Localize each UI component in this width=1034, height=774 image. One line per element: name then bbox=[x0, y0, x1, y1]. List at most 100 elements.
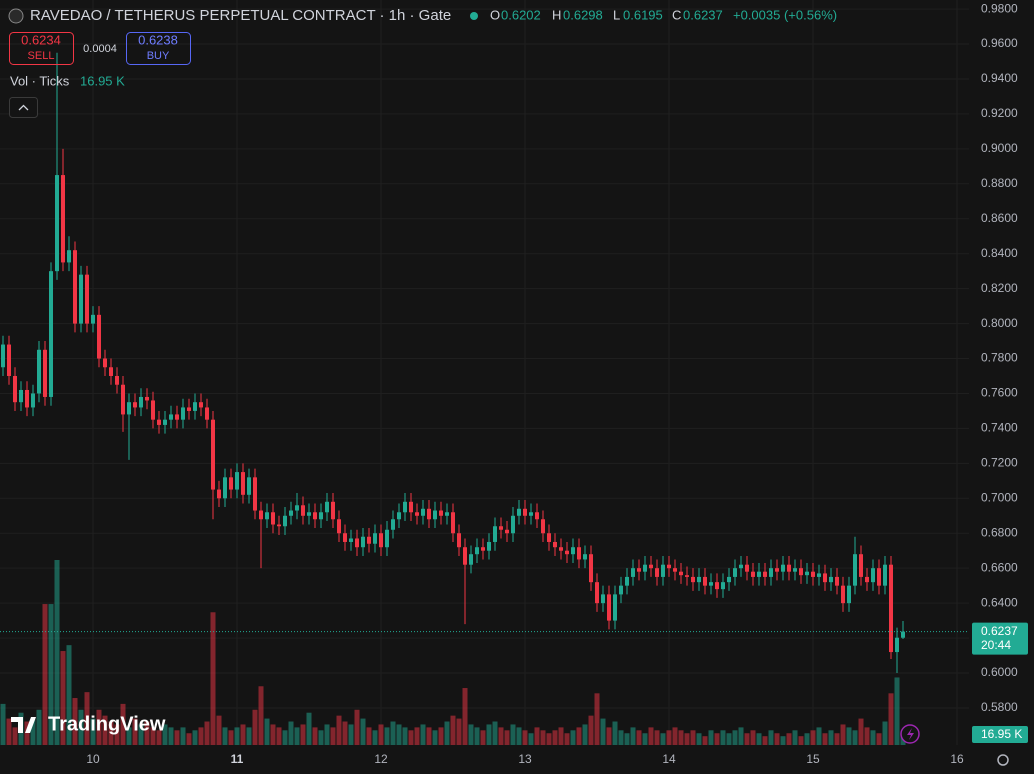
candle-body bbox=[295, 505, 299, 511]
volume-bar bbox=[852, 730, 858, 745]
candle-body bbox=[325, 501, 329, 513]
volume-bar bbox=[726, 733, 732, 745]
o-value: 0.6202 bbox=[501, 7, 541, 22]
volume-bar bbox=[384, 727, 390, 745]
buy-price[interactable]: 0.6238 bbox=[138, 32, 178, 47]
y-tick-label: 0.8200 bbox=[981, 281, 1018, 295]
volume-bar bbox=[426, 727, 432, 745]
candle-body bbox=[577, 547, 581, 560]
volume-bar bbox=[120, 703, 126, 745]
volume-bar bbox=[858, 718, 864, 745]
candle-body bbox=[601, 594, 605, 604]
volume-bar bbox=[798, 736, 804, 745]
y-tick-label: 0.7400 bbox=[981, 421, 1018, 435]
volume-bar bbox=[486, 724, 492, 745]
candle-body bbox=[229, 477, 233, 490]
volume-value: 16.95 K bbox=[80, 73, 125, 88]
volume-bar bbox=[762, 736, 768, 745]
candle-body bbox=[181, 407, 185, 420]
candle-body bbox=[883, 564, 887, 586]
candle-body bbox=[619, 585, 623, 595]
grid bbox=[0, 0, 969, 745]
volume-bar bbox=[216, 715, 222, 745]
candle-body bbox=[307, 512, 311, 516]
volume-bar bbox=[234, 727, 240, 745]
candle-body bbox=[211, 419, 215, 490]
candle-body bbox=[553, 541, 557, 548]
volume-bar bbox=[138, 724, 144, 745]
candle-body bbox=[757, 571, 761, 577]
volume-bar bbox=[30, 718, 36, 745]
y-tick-label: 0.9400 bbox=[981, 71, 1018, 85]
volume-bar bbox=[144, 721, 150, 745]
candle-body bbox=[331, 501, 335, 520]
volume-bar bbox=[252, 709, 258, 745]
volume-bar bbox=[546, 733, 552, 745]
candle-body bbox=[253, 477, 257, 511]
candle-body bbox=[481, 547, 485, 551]
candle-body bbox=[871, 568, 875, 583]
volume-bar bbox=[228, 730, 234, 745]
candle-body bbox=[865, 576, 869, 583]
h-label: H bbox=[552, 7, 561, 22]
volume-bar bbox=[492, 721, 498, 745]
candle-body bbox=[301, 505, 305, 516]
volume-bar bbox=[696, 733, 702, 745]
volume-bar bbox=[390, 721, 396, 745]
candle-body bbox=[259, 510, 263, 520]
volume-bar bbox=[270, 724, 276, 745]
candle-body bbox=[775, 568, 779, 572]
settings-icon[interactable] bbox=[997, 754, 1009, 766]
candle-body bbox=[289, 510, 293, 516]
volume-bar bbox=[702, 736, 708, 745]
sell-button[interactable] bbox=[9, 32, 74, 65]
candle-body bbox=[247, 477, 251, 495]
candle-body bbox=[631, 568, 635, 577]
candle-body bbox=[835, 576, 839, 586]
candle-body bbox=[445, 512, 449, 516]
collapse-icon[interactable] bbox=[18, 104, 29, 111]
volume-bar bbox=[894, 677, 900, 745]
collapse-button[interactable] bbox=[9, 97, 38, 118]
volume-bar bbox=[846, 727, 852, 745]
candle-body bbox=[283, 515, 287, 527]
volume-tag-label: 16.95 K bbox=[981, 727, 1022, 741]
volume-bar bbox=[258, 686, 264, 745]
sell-price[interactable]: 0.6234 bbox=[21, 32, 61, 47]
candle-body bbox=[721, 582, 725, 590]
volume-bar bbox=[306, 712, 312, 745]
y-tick-label: 0.7800 bbox=[981, 351, 1018, 365]
candle-body bbox=[805, 571, 809, 576]
buy-button[interactable] bbox=[126, 32, 191, 65]
volume-bar bbox=[516, 727, 522, 745]
volume-bar bbox=[300, 724, 306, 745]
volume-bar bbox=[654, 730, 660, 745]
sell-label[interactable]: SELL bbox=[28, 50, 55, 62]
volume-bar bbox=[720, 730, 726, 745]
candle-body bbox=[655, 568, 659, 577]
candle-body bbox=[43, 349, 47, 397]
symbol-icon[interactable] bbox=[8, 8, 24, 24]
candle-body bbox=[859, 554, 863, 577]
candle-body bbox=[415, 512, 419, 516]
candle-body bbox=[31, 393, 35, 408]
volume-bar bbox=[264, 718, 270, 745]
o-label: O bbox=[490, 7, 500, 22]
volume-bar bbox=[714, 733, 720, 745]
buy-label[interactable]: BUY bbox=[147, 50, 170, 62]
candle-body bbox=[91, 314, 95, 324]
volume-bar bbox=[792, 730, 798, 745]
l-label: L bbox=[613, 7, 620, 22]
volume-bar bbox=[678, 730, 684, 745]
alert-bolt[interactable] bbox=[907, 728, 914, 740]
candle-body bbox=[115, 375, 119, 385]
volume-bar bbox=[378, 724, 384, 745]
candle-body bbox=[349, 538, 353, 542]
volume-bar bbox=[180, 727, 186, 745]
volume-bar bbox=[828, 730, 834, 745]
candle-body bbox=[319, 512, 323, 520]
candle-body bbox=[133, 402, 137, 408]
volume-bar bbox=[450, 715, 456, 745]
symbol-title[interactable]: RAVEDAO / TETHERUS PERPETUAL CONTRACT · … bbox=[30, 7, 451, 24]
